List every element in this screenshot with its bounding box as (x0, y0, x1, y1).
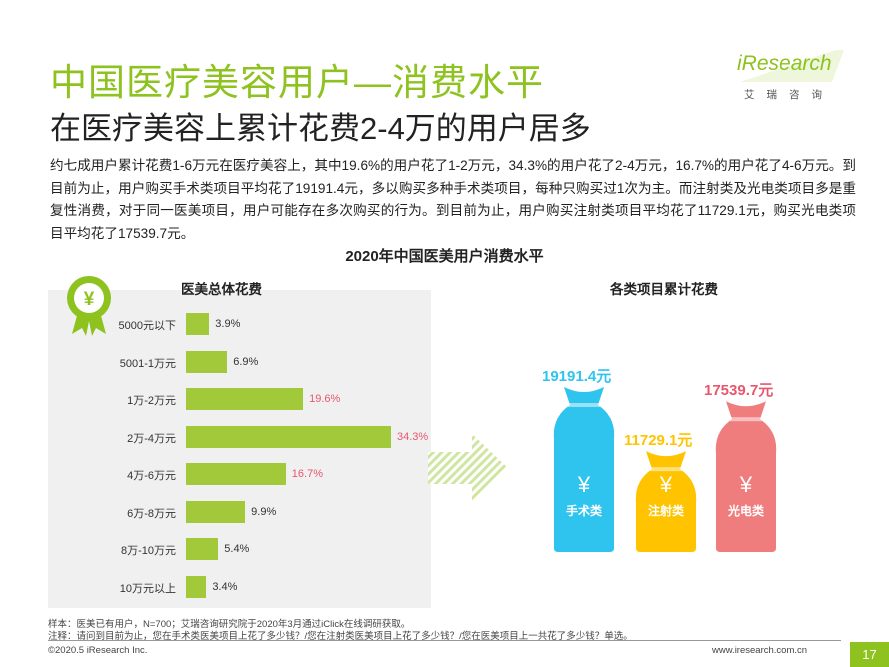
bar (186, 425, 391, 448)
money-bag-3: ¥ (715, 401, 777, 552)
arrow-right-icon (428, 434, 508, 502)
page-subtitle: 在医疗美容上累计花费2-4万的用户居多 (50, 111, 591, 146)
bag-tie (730, 417, 762, 422)
footer-divider (48, 640, 841, 641)
left-chart-background (48, 290, 431, 608)
bag-category-label: 注射类 (647, 504, 684, 518)
yuan-icon: ¥ (577, 472, 591, 497)
bag-amount-label: 19191.4元 (542, 368, 612, 385)
right-chart-title: 各类项目累计花费 (610, 282, 718, 297)
money-bag-chart: ¥ ¥ ¥ 手术类 19191.4元注射类 11729.1元光电类 17539.7元 (540, 340, 790, 560)
bag-tie (650, 467, 682, 472)
logo-text: iResearch (737, 52, 832, 75)
money-bag-1: ¥ (553, 387, 615, 552)
money-bag-2: ¥ (635, 451, 697, 552)
bar-category-label: 2万-4万元 (127, 432, 176, 445)
yuan-icon: ¥ (739, 472, 753, 497)
bar-value-label: 5.4% (224, 543, 250, 555)
chart-title: 2020年中国医美用户消费水平 (345, 248, 544, 265)
intro-paragraph: 约七成用户累计花费1-6万元在医疗美容上，其中19.6%的用户花了1-2万元，3… (50, 158, 856, 241)
yuan-icon: ¥ (659, 472, 673, 497)
yuan-badge-icon: ¥ (67, 276, 111, 336)
bar-value-label: 9.9% (251, 505, 277, 518)
bag-category-label: 手术类 (565, 504, 602, 518)
bar-category-label: 1万-2万元 (127, 395, 176, 407)
bar-category-label: 6万-8万元 (127, 507, 176, 520)
question-note: 注释：请问到目前为止，您在手术类医美项目上花了多少钱？/您在注射类医美项目上花了… (48, 631, 633, 642)
page-number: 17 (850, 642, 889, 667)
bar (186, 575, 207, 598)
bag-body (553, 387, 615, 552)
page-title: 中国医疗美容用户—消费水平 (50, 62, 544, 103)
bar-value-label: 3.4% (212, 580, 238, 593)
bar (186, 350, 228, 373)
logo-subtext: 艾瑞咨询 (744, 89, 834, 101)
bar (186, 500, 246, 523)
bar-category-label: 10万元以上 (119, 582, 176, 595)
logo-leaf-icon (740, 50, 844, 82)
bags-svg: ¥ ¥ ¥ (553, 387, 777, 552)
bag-body (635, 451, 697, 552)
bar-category-label: 8万-10万元 (120, 545, 176, 557)
bar-value-label: 6.9% (233, 355, 259, 368)
badge-symbol: ¥ (84, 289, 95, 310)
bar-value-label: 3.9% (215, 318, 241, 330)
bar-value-label: 19.6% (309, 393, 341, 405)
horizontal-bar-chart: 5000元以下 3.9% 5001-1万元 6.9% 1万-2万元 19.6% 2万-4万元… (119, 302, 431, 608)
bar-value-label: 16.7% (291, 468, 323, 480)
bar-category-label: 4万-6万元 (127, 470, 176, 482)
bar (186, 538, 219, 560)
bag-amount-label: 17539.7元 (704, 382, 774, 400)
copyright: ©2020.5 iResearch Inc. (48, 645, 148, 656)
bag-amount-label: 11729.1元 (624, 432, 693, 450)
left-chart-title: 医美总体花费 (181, 282, 262, 297)
bar (186, 388, 304, 410)
sample-note: 样本：医美已有用户，N=700；艾瑞咨询研究院于2020年3月通过iClick在… (48, 619, 411, 630)
bar-category-label: 5000元以下 (118, 320, 176, 332)
bar (186, 313, 210, 335)
bag-tie (568, 403, 600, 407)
bar-value-label: 34.3% (397, 430, 429, 443)
website-link[interactable]: www.iresearch.com.cn (712, 645, 808, 656)
bag-body (715, 401, 777, 552)
bar (186, 463, 286, 485)
bag-category-label: 光电类 (727, 504, 764, 518)
bar-category-label: 5001-1万元 (119, 357, 176, 370)
iresearch-logo (736, 46, 846, 106)
